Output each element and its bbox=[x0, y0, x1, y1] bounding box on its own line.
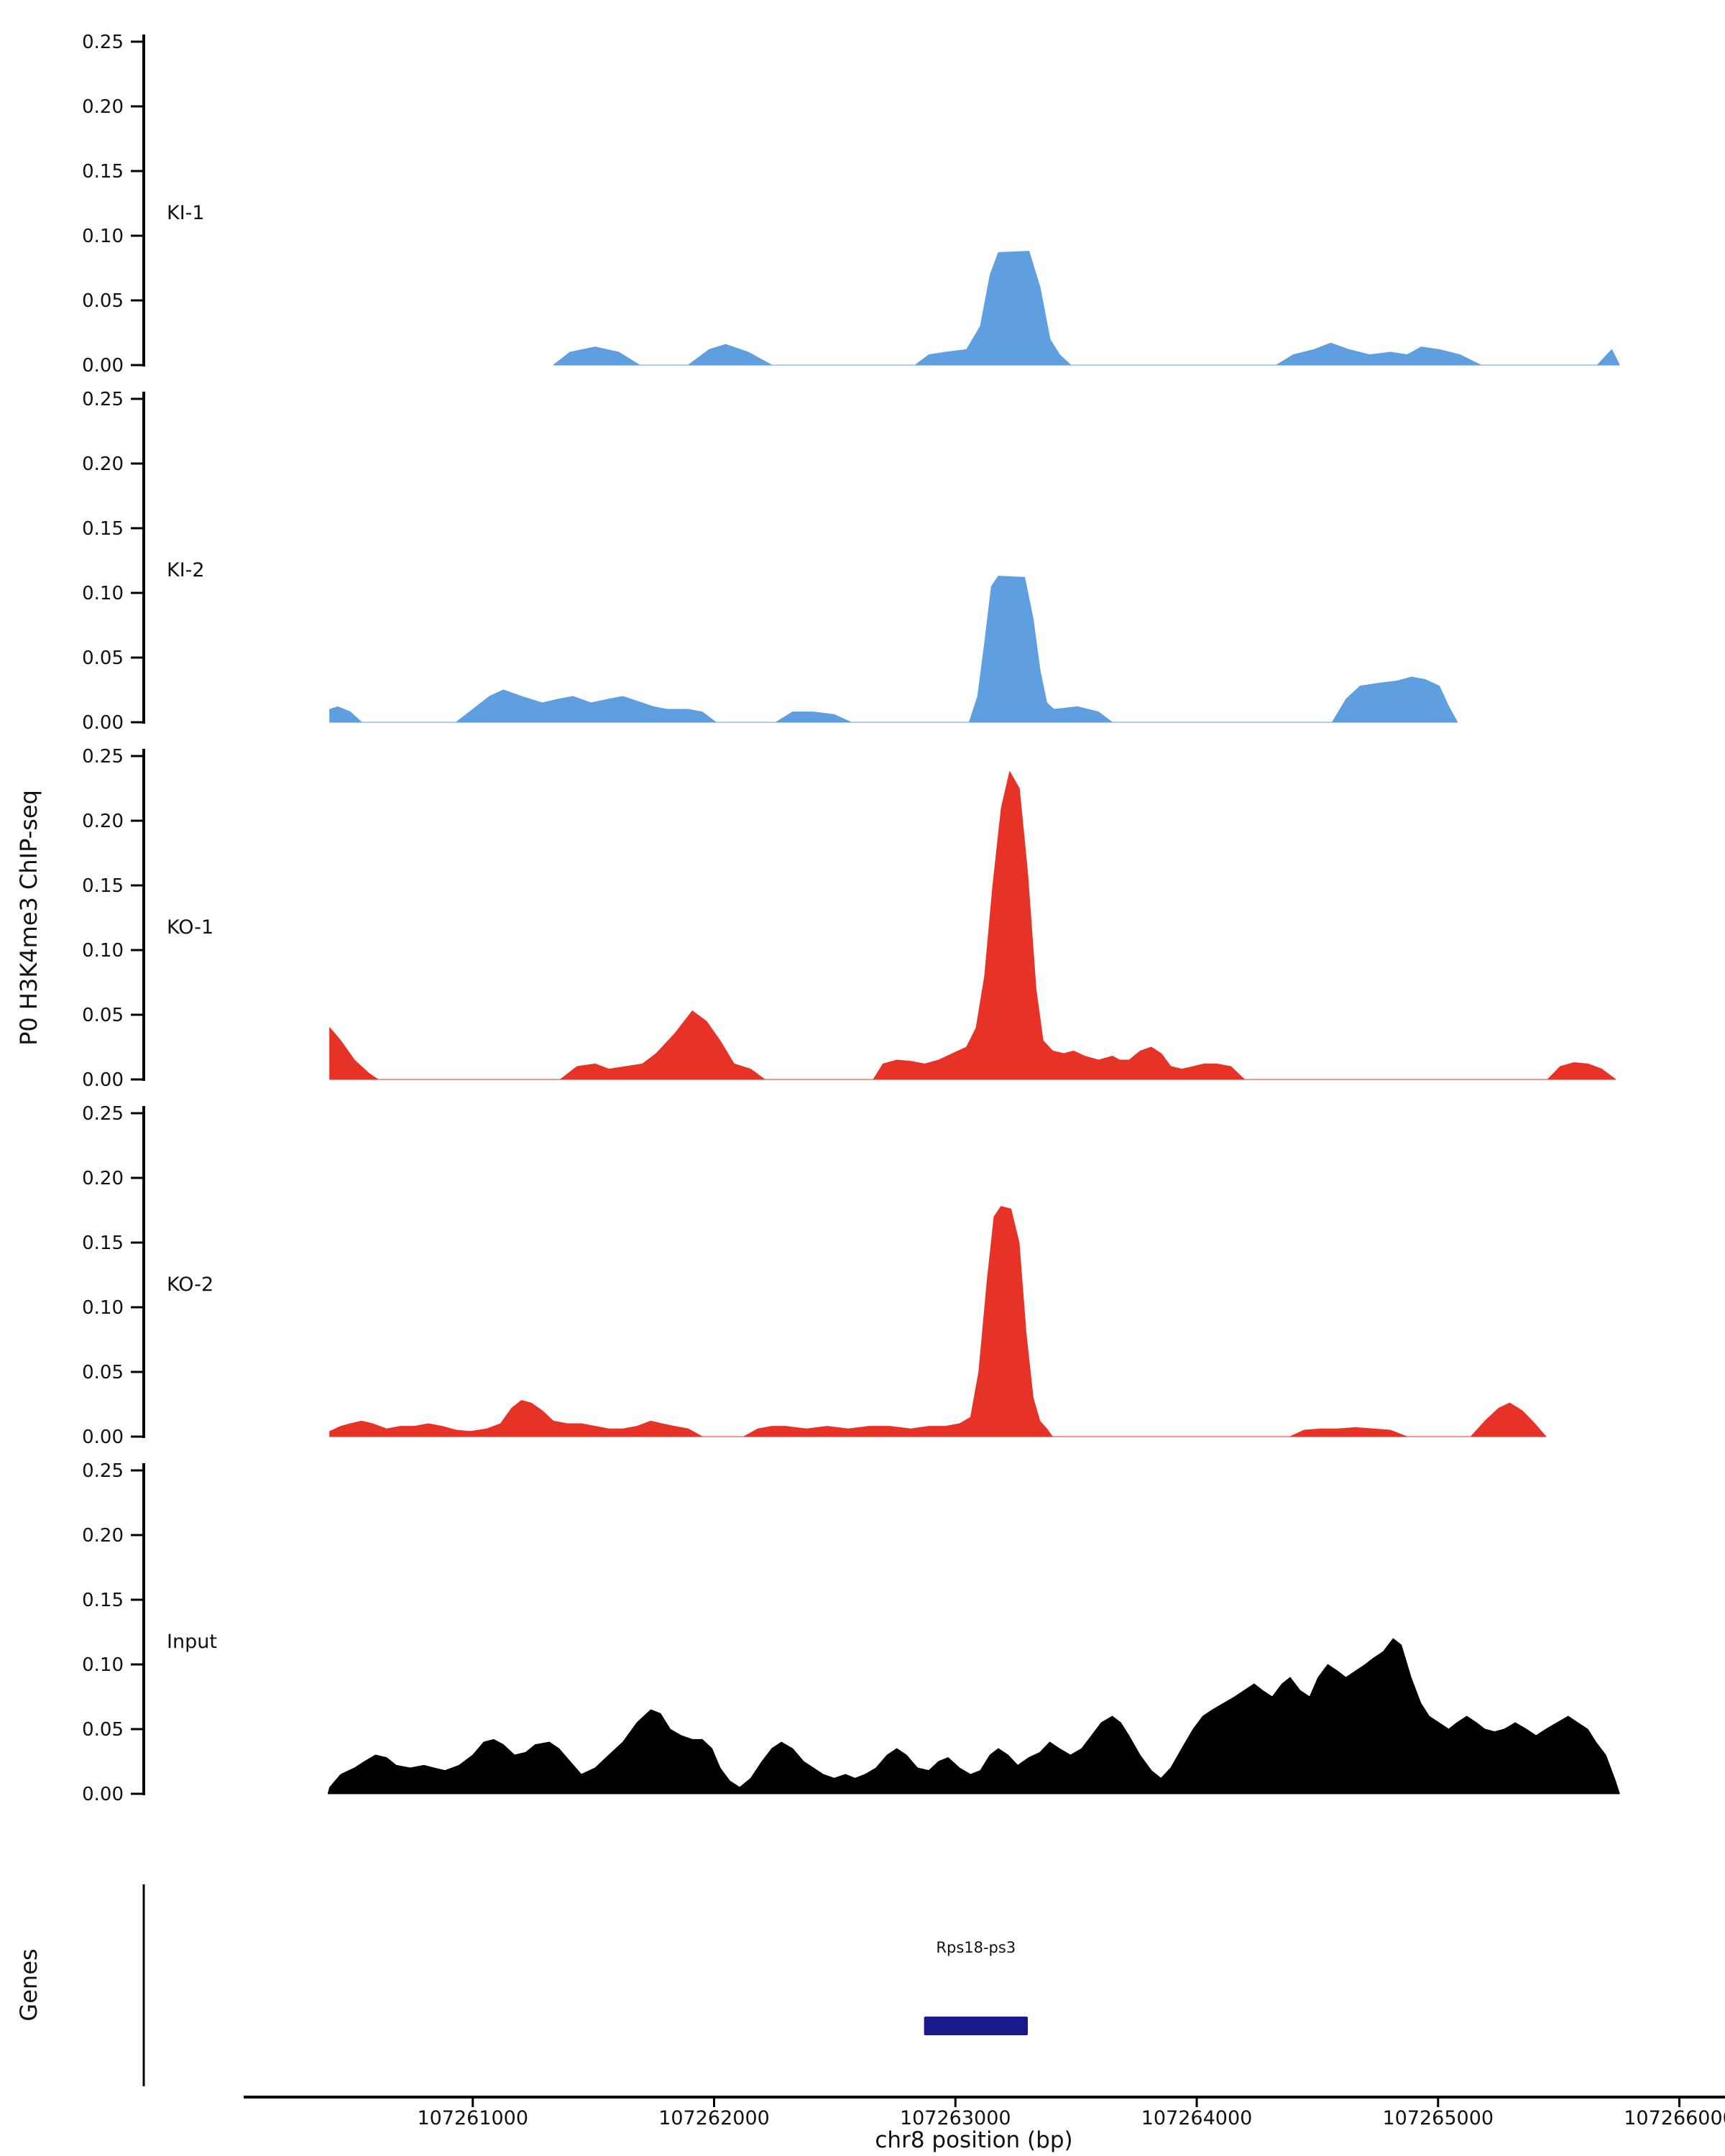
y-tick-label: 0.25 bbox=[82, 32, 124, 53]
x-tick-label: 107265000 bbox=[1382, 2107, 1494, 2129]
y-tick-label: 0.25 bbox=[82, 389, 124, 410]
x-tick-label: 107263000 bbox=[900, 2107, 1011, 2129]
y-tick-label: 0.20 bbox=[82, 1525, 124, 1547]
y-tick-label: 0.20 bbox=[82, 811, 124, 832]
y-tick-label: 0.15 bbox=[82, 1233, 124, 1254]
y-tick-label: 0.05 bbox=[82, 648, 124, 669]
y-tick-label: 0.20 bbox=[82, 1168, 124, 1189]
x-axis-title: chr8 position (bp) bbox=[875, 2127, 1073, 2153]
track-area-KI-2 bbox=[329, 576, 1458, 723]
y-tick-label: 0.05 bbox=[82, 1005, 124, 1026]
y-tick-label: 0.00 bbox=[82, 1784, 124, 1805]
track-label-KI-1: KI-1 bbox=[167, 202, 205, 224]
y-tick-label: 0.00 bbox=[82, 1427, 124, 1448]
y-tick-label: 0.15 bbox=[82, 875, 124, 897]
x-tick-label: 107266000 bbox=[1624, 2107, 1725, 2129]
y-tick-label: 0.10 bbox=[82, 1654, 124, 1676]
y-tick-label: 0.10 bbox=[82, 583, 124, 604]
gene-label: Rps18-ps3 bbox=[936, 1939, 1016, 1956]
y-tick-label: 0.00 bbox=[82, 1069, 124, 1091]
track-area-KO-1 bbox=[329, 771, 1616, 1080]
y-tick-label: 0.15 bbox=[82, 161, 124, 183]
track-label-KO-2: KO-2 bbox=[167, 1273, 213, 1296]
y-tick-label: 0.15 bbox=[82, 1590, 124, 1611]
y-tick-label: 0.05 bbox=[82, 1362, 124, 1383]
y-tick-label: 0.20 bbox=[82, 453, 124, 475]
track-area-KO-2 bbox=[329, 1206, 1547, 1437]
y-tick-label: 0.25 bbox=[82, 746, 124, 768]
x-tick-label: 107261000 bbox=[417, 2107, 528, 2129]
y-tick-label: 0.00 bbox=[82, 355, 124, 377]
x-tick-label: 107262000 bbox=[658, 2107, 770, 2129]
y-tick-label: 0.00 bbox=[82, 712, 124, 734]
y-tick-label: 0.05 bbox=[82, 1719, 124, 1741]
track-label-KO-1: KO-1 bbox=[167, 916, 213, 939]
y-tick-label: 0.10 bbox=[82, 940, 124, 962]
track-label-KI-2: KI-2 bbox=[167, 559, 205, 581]
y-tick-label: 0.15 bbox=[82, 518, 124, 540]
track-area-Input bbox=[327, 1638, 1620, 1795]
track-area-KI-1 bbox=[553, 251, 1620, 366]
y-tick-label: 0.05 bbox=[82, 290, 124, 312]
y-tick-label: 0.20 bbox=[82, 96, 124, 118]
x-tick-label: 107264000 bbox=[1141, 2107, 1253, 2129]
y-tick-label: 0.10 bbox=[82, 226, 124, 247]
y-tick-label: 0.10 bbox=[82, 1297, 124, 1319]
track-label-Input: Input bbox=[167, 1631, 217, 1653]
gene-bar-Rps18-ps3 bbox=[924, 2017, 1028, 2035]
y-tick-label: 0.25 bbox=[82, 1460, 124, 1482]
y-tick-label: 0.25 bbox=[82, 1103, 124, 1125]
